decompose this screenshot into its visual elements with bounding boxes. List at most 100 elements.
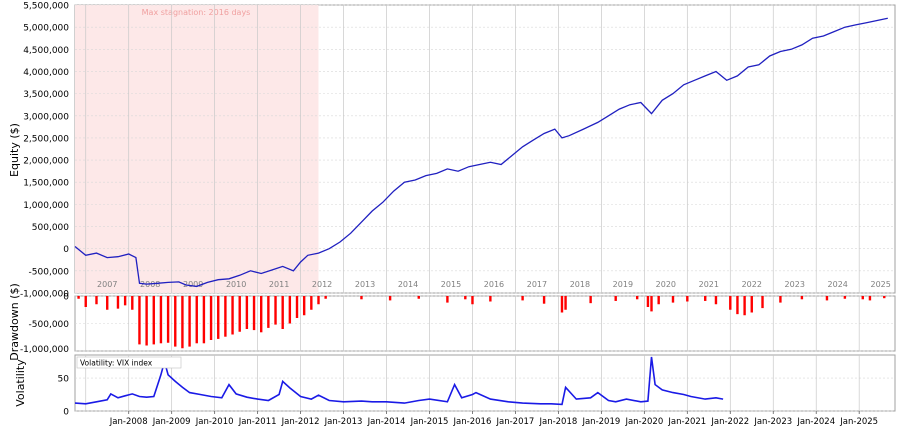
drawdown-bar <box>131 296 134 310</box>
stagnation-shade <box>75 5 319 293</box>
equity-year-label: 2014 <box>398 280 418 289</box>
equity-line <box>74 17 888 288</box>
drawdown-bar <box>238 296 241 332</box>
drawdown-bar <box>209 296 213 340</box>
x-axis-tick-label: Jan-2023 <box>753 417 792 427</box>
equity-year-label: 2023 <box>785 280 805 289</box>
drawdown-bar <box>589 296 592 304</box>
drawdown-bar <box>95 296 98 305</box>
drawdown-bar <box>245 296 249 329</box>
equity-panel: Max stagnation: 2016 days 5,500,000 5,000… <box>8 2 896 300</box>
equity-year-label: 2021 <box>699 280 719 289</box>
equity-y-ticks: 5,500,000 5,000,000 4,500,000 4,000,000 3,50… <box>20 2 69 300</box>
equity-year-label: 2020 <box>656 280 676 289</box>
drawdown-y-ticks: 0 -500,000 -1,000,000 <box>20 293 69 356</box>
drawdown-bar <box>843 296 847 299</box>
x-axis-tick-labels: Jan-2008 Jan-2009 Jan-2010 Jan-2011 Jan-2012… <box>109 411 878 427</box>
drawdown-bar <box>614 296 617 301</box>
x-axis-tick-label: Jan-2010 <box>195 417 234 427</box>
drawdown-bar <box>252 296 256 331</box>
equity-y-tick-label: 4,000,000 <box>23 68 69 78</box>
equity-y-tick-label: 2,500,000 <box>23 134 69 144</box>
equity-year-labels: 2007 2008 2009 2010 2011 2012 2013 2014 2015 2016… <box>97 280 891 289</box>
equity-y-tick-label: -500,000 <box>29 267 70 277</box>
drawdown-bar <box>560 296 564 313</box>
equity-year-label: 2008 <box>140 280 160 289</box>
equity-year-label: 2012 <box>312 280 332 289</box>
drawdown-bar <box>231 296 234 335</box>
equity-y-tick-label: 4,500,000 <box>23 46 69 56</box>
drawdown-panel: 0 -500,000 -1,000,000 Drawdown ($) <box>8 283 896 361</box>
x-axis-tick-label: Jan-2016 <box>453 417 492 427</box>
x-axis-tick-label: Jan-2024 <box>796 417 835 427</box>
drawdown-bar <box>84 296 87 307</box>
drawdown-bar <box>159 296 163 344</box>
drawdown-bar <box>267 296 270 328</box>
drawdown-bar <box>360 296 363 300</box>
x-axis-tick-label: Jan-2021 <box>667 417 706 427</box>
volatility-y-tick-label: 50 <box>58 375 70 385</box>
volatility-legend-text: Volatility: VIX index <box>80 359 153 368</box>
volatility-plot-frame <box>74 354 896 412</box>
equity-year-label: 2010 <box>226 280 246 289</box>
x-axis-tick-label: Jan-2018 <box>538 417 577 427</box>
volatility-y-tick-label: 0 <box>63 408 69 418</box>
equity-y-tick-label: 1,000,000 <box>23 201 69 211</box>
drawdown-bar <box>883 296 886 299</box>
drawdown-bar <box>302 296 306 316</box>
drawdown-bar <box>446 296 449 303</box>
vix-line <box>74 356 724 406</box>
volatility-legend-box <box>76 356 182 369</box>
equity-y-tick-label: 1,500,000 <box>23 179 69 189</box>
drawdown-bar <box>324 296 327 299</box>
drawdown-bar <box>686 296 689 302</box>
equity-y-tick-label: 500,000 <box>32 223 69 233</box>
drawdown-bar <box>464 296 467 300</box>
drawdown-bars <box>77 296 886 349</box>
x-axis-tick-label: Jan-2011 <box>238 417 277 427</box>
drawdown-bar <box>123 296 127 306</box>
volatility-panel: 50 0 Volatility: VIX index Volatility Jan… <box>14 354 896 427</box>
drawdown-bar <box>417 296 420 299</box>
equity-y-tick-label: 0 <box>63 245 69 255</box>
x-axis-tick-label: Jan-2019 <box>581 417 620 427</box>
drawdown-bar <box>274 296 277 325</box>
x-axis-tick-label: Jan-2012 <box>281 417 320 427</box>
drawdown-bar <box>388 296 392 301</box>
drawdown-bar <box>671 296 675 303</box>
drawdown-y-tick-label: -500,000 <box>29 320 70 330</box>
drawdown-bar <box>779 296 782 303</box>
equity-y-tick-label: -1,000,000 <box>20 290 69 300</box>
drawdown-bar <box>657 296 660 305</box>
drawdown-bar <box>743 296 746 316</box>
x-axis-tick-label: Jan-2020 <box>624 417 663 427</box>
drawdown-bar <box>650 296 653 312</box>
drawdown-bar <box>714 296 718 305</box>
drawdown-bar <box>145 296 148 346</box>
drawdown-bar <box>800 296 804 300</box>
drawdown-bar <box>288 296 292 324</box>
drawdown-bar <box>635 296 639 300</box>
x-axis-tick-label: Jan-2013 <box>324 417 363 427</box>
drawdown-bar <box>489 296 492 302</box>
drawdown-bar <box>729 296 732 310</box>
stagnation-annotation: Max stagnation: 2016 days <box>142 8 251 17</box>
drawdown-bar <box>521 296 524 301</box>
equity-year-label: 2022 <box>742 280 762 289</box>
drawdown-bar <box>260 296 263 333</box>
x-axis-tick-label: Jan-2022 <box>710 417 749 427</box>
drawdown-y-tick-label: -1,000,000 <box>20 345 69 355</box>
drawdown-bar <box>166 296 170 343</box>
drawdown-bar <box>750 296 753 313</box>
x-axis-tick-label: Jan-2025 <box>839 417 878 427</box>
equity-year-label: 2025 <box>870 280 890 289</box>
drawdown-bar <box>116 296 120 309</box>
equity-y-tick-label: 5,000,000 <box>23 24 69 34</box>
drawdown-bar <box>704 296 707 301</box>
drawdown-bar <box>181 296 184 349</box>
equity-year-label: 2024 <box>828 280 848 289</box>
drawdown-bar <box>138 296 141 345</box>
drawdown-bar <box>295 296 299 318</box>
